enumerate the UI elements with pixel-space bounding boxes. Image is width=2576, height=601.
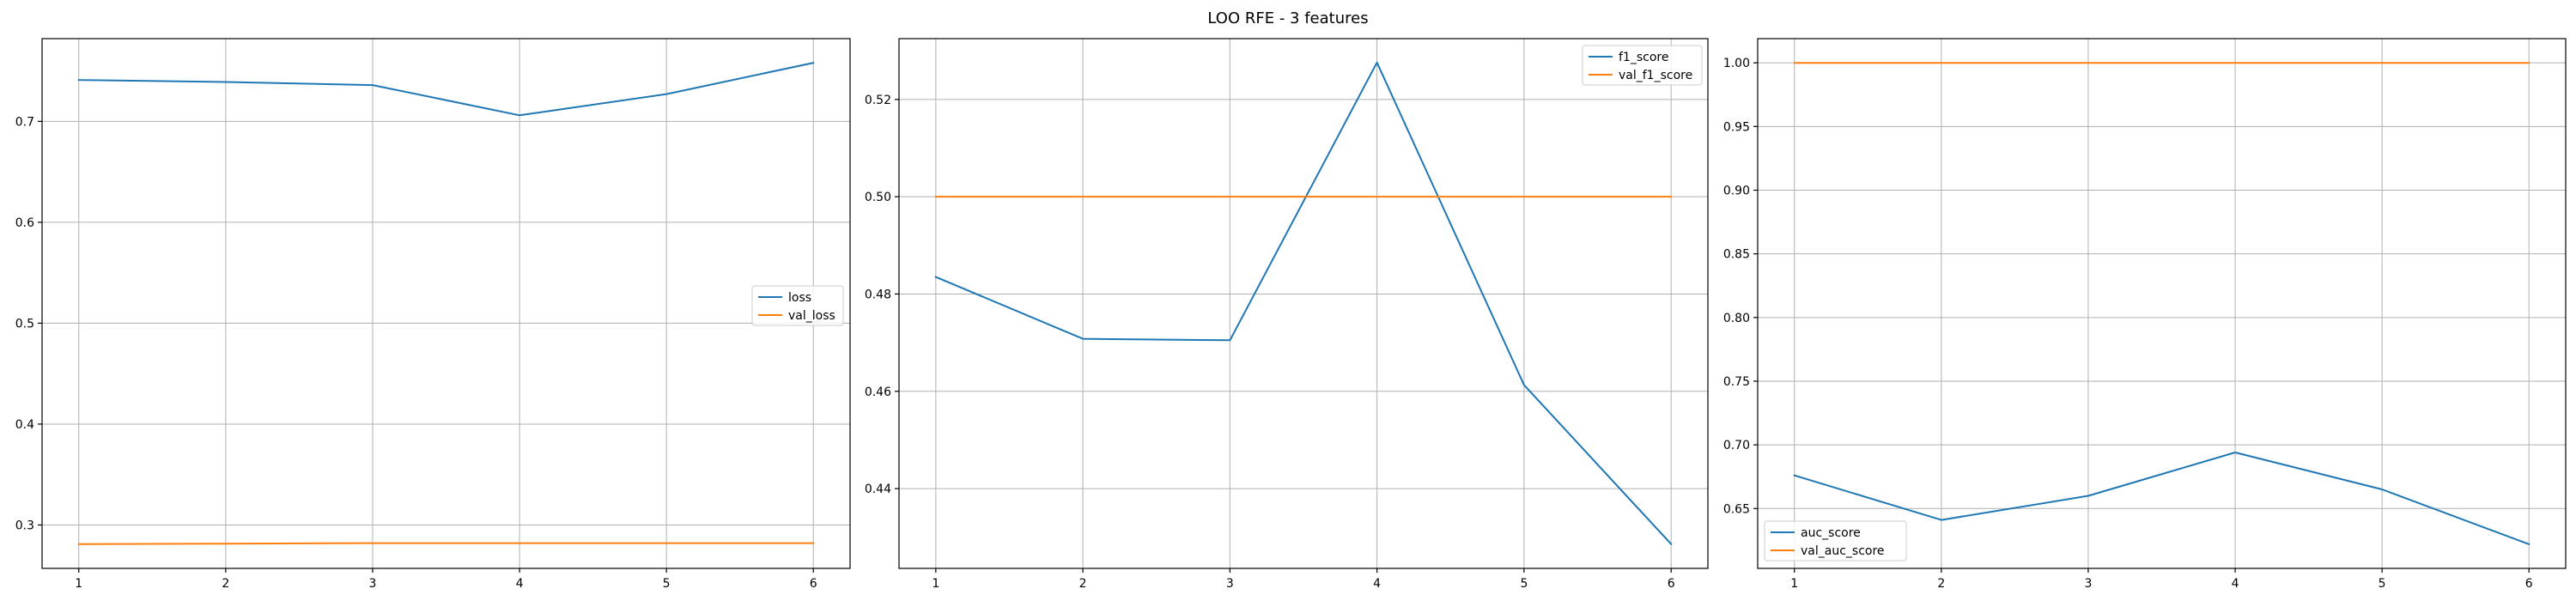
series-line-val-loss [77,542,815,545]
y-tick-label: 0.3 [15,519,34,532]
series-line-f1-score [934,61,1673,546]
x-tick-label: 3 [368,577,376,591]
x-tick-label: 4 [1373,577,1381,591]
subplot-3: 1 2 3 4 5 6 0.65 0.70 0.75 0.80 0.85 0.90 0.95 1.00 au… [1723,38,2567,591]
legend-label-loss: loss [788,291,811,305]
y-tick-label: 0.44 [865,483,891,496]
x-tick-label: 6 [1668,577,1675,591]
x-tick-label: 1 [1790,577,1798,591]
legend-label-auc-score: auc_score [1801,526,1861,540]
y-tick-label: 0.90 [1723,184,1750,197]
y-tick-label: 0.75 [1723,375,1750,389]
x-tick-label: 2 [1937,577,1945,591]
legend-label-val-auc-score: val_auc_score [1801,544,1885,558]
legend: f1_score val_f1_score [1582,45,1703,86]
y-tick-label: 0.70 [1723,439,1750,452]
y-tick-label: 0.85 [1723,248,1750,262]
subplot-2: 1 2 3 4 5 6 0.44 0.46 0.48 0.50 0.52 f1_score val_f1… [865,38,1709,591]
legend-label-f1-score: f1_score [1619,51,1668,64]
x-tick-label: 5 [2379,577,2386,591]
axes-frame [1757,38,2567,569]
x-tick-label: 2 [1079,577,1087,591]
y-tick-label: 0.50 [865,191,891,204]
legend-box [1764,520,1907,562]
x-tick-label: 1 [932,577,939,591]
y-tick-label: 0.46 [865,385,891,399]
x-tick-label: 5 [1520,577,1528,591]
legend-label-val-f1-score: val_f1_score [1619,69,1692,82]
x-tick-label: 1 [75,577,82,591]
legend: auc_score val_auc_score [1764,520,1907,562]
axes-frame [898,38,1709,569]
subplot-1: 1 2 3 4 5 6 0.3 0.4 0.5 0.6 0.7 loss val_loss [15,38,851,591]
y-tick-label: 0.6 [15,216,34,230]
x-tick-label: 4 [2232,577,2239,591]
x-tick-label: 3 [1226,577,1234,591]
x-tick-label: 5 [663,577,671,591]
y-tick-label: 0.95 [1723,120,1750,134]
y-tick-label: 1.00 [1723,57,1750,70]
x-tick-label: 6 [2525,577,2533,591]
axes-frame [41,38,851,569]
series-line-loss [77,62,815,117]
y-tick-label: 0.80 [1723,312,1750,325]
series-line-auc-score [1793,452,2530,546]
y-tick-label: 0.5 [15,317,34,331]
y-tick-label: 0.52 [865,94,891,107]
y-tick-label: 0.7 [15,115,34,129]
x-tick-label: 2 [222,577,229,591]
legend: loss val_loss [751,285,844,326]
x-tick-label: 6 [810,577,817,591]
y-tick-label: 0.4 [15,418,34,432]
y-tick-label: 0.48 [865,288,891,301]
figure-title: LOO RFE - 3 features [1207,9,1368,27]
x-tick-label: 3 [2084,577,2092,591]
x-tick-label: 4 [516,577,524,591]
legend-label-val-loss: val_loss [788,309,835,323]
y-tick-label: 0.65 [1723,502,1750,516]
